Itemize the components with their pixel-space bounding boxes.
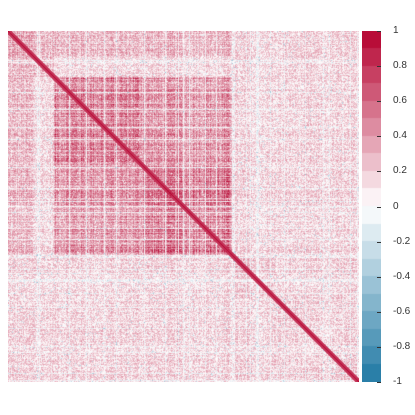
colorbar-tick-mark: [377, 101, 381, 102]
colorbar-tick-mark: [377, 242, 381, 243]
colorbar-tick-mark: [377, 312, 381, 313]
colorbar-tick-mark: [377, 382, 381, 383]
colorbar-tick-label: 0: [393, 201, 399, 212]
colorbar-tick-mark: [377, 171, 381, 172]
colorbar-tick-label: -0.2: [393, 236, 411, 247]
colorbar-tick-label: 0.4: [393, 130, 407, 141]
colorbar-tick-label: 0.8: [393, 60, 407, 71]
colorbar: [362, 31, 381, 382]
colorbar-tick-mark: [377, 66, 381, 67]
colorbar-tick-label: -1: [393, 376, 402, 387]
colorbar-tick-mark: [377, 347, 381, 348]
colorbar-tick-label: 1: [393, 25, 399, 36]
colorbar-tick-label: 0.2: [393, 165, 407, 176]
colorbar-tick-label: -0.4: [393, 271, 411, 282]
colorbar-tick-mark: [377, 277, 381, 278]
correlation-matrix-heatmap: [8, 31, 359, 382]
colorbar-tick-mark: [377, 207, 381, 208]
colorbar-tick-mark: [377, 136, 381, 137]
colorbar-tick-label: -0.8: [393, 341, 411, 352]
colorbar-tick-mark: [377, 31, 381, 32]
colorbar-tick-label: -0.6: [393, 306, 411, 317]
colorbar-tick-label: 0.6: [393, 95, 407, 106]
